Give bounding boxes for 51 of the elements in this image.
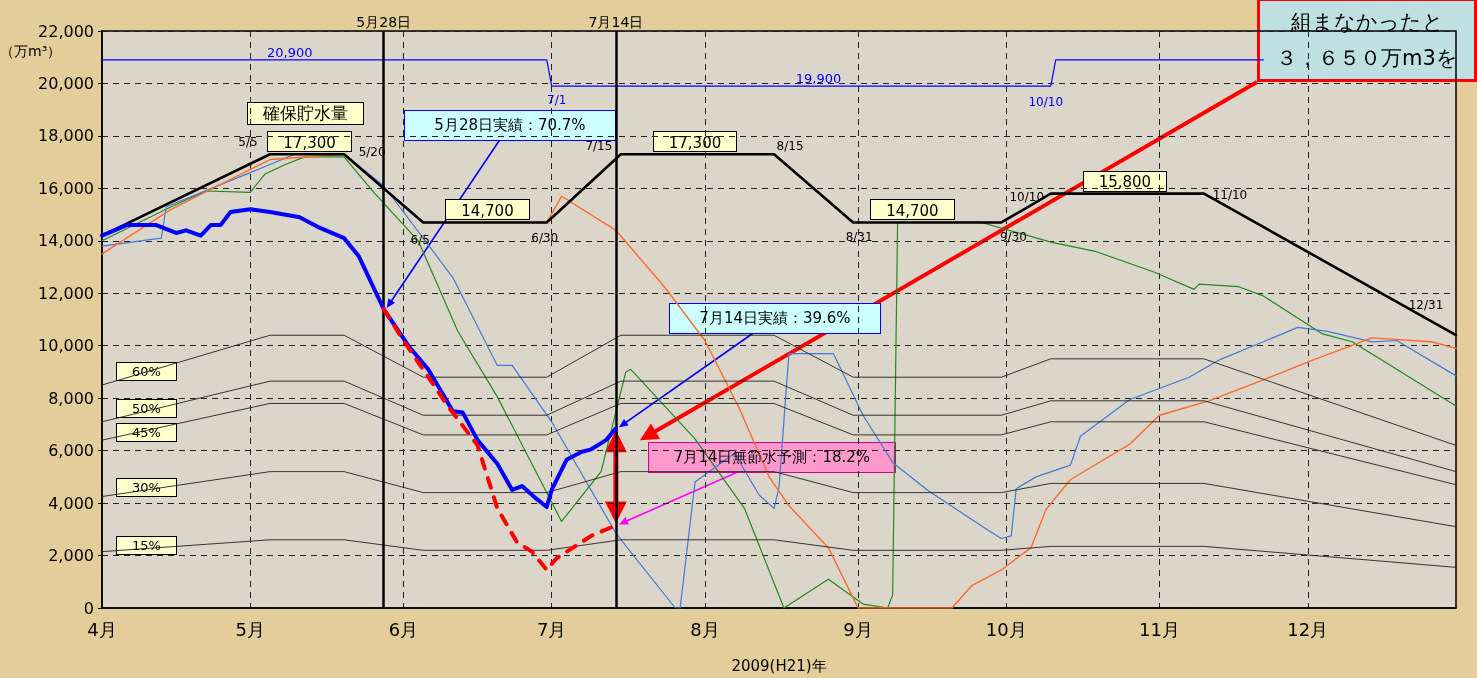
data-label: 17,300 <box>668 133 722 152</box>
annotation: 8/15 <box>776 139 804 154</box>
ref-line-label: 5月28日 <box>356 14 412 30</box>
y-tick-label: 4,000 <box>48 493 94 513</box>
y-axis-title: （万m³） <box>0 43 62 59</box>
x-tick-label: 7月 <box>536 618 567 640</box>
data-label: 19,900 <box>795 71 842 87</box>
y-tick-label: 2,000 <box>48 546 94 566</box>
y-tick-label: 6,000 <box>48 441 94 461</box>
annotation: 9/30 <box>999 230 1027 245</box>
y-tick-label: 20,000 <box>38 73 94 93</box>
x-tick-label: 4月 <box>87 618 117 640</box>
annotation: 7/15 <box>585 139 613 154</box>
annotation: 10/10 <box>1009 189 1045 204</box>
annotation: 45% <box>132 424 161 440</box>
annotation: ３，６５０万m3を <box>1276 46 1458 70</box>
annotation: 30% <box>132 479 161 495</box>
x-tick-label: 11月 <box>1139 618 1180 640</box>
annotation: 15% <box>132 537 161 553</box>
annotation: 5/5 <box>238 135 258 150</box>
annotation: 7月14日実績：39.6% <box>699 309 851 327</box>
annotation: 確保貯水量 <box>261 103 348 123</box>
annotation: 11/10 <box>1212 187 1248 202</box>
x-tick-label: 9月 <box>843 618 873 640</box>
annotation: 12/31 <box>1408 298 1444 313</box>
x-tick-label: 8月 <box>690 618 720 640</box>
x-tick-label: 12月 <box>1287 618 1329 640</box>
y-tick-label: 12,000 <box>38 283 94 303</box>
y-tick-label: 14,000 <box>38 231 94 251</box>
annotation: 組まなかったと <box>1289 10 1444 34</box>
y-tick-label: 0 <box>83 598 94 618</box>
y-tick-label: 8,000 <box>48 388 94 408</box>
x-tick-label: 10月 <box>985 618 1027 640</box>
x-axis-title: 2009(H21)年 <box>731 656 827 675</box>
data-label: 20,900 <box>267 44 313 60</box>
y-tick-label: 18,000 <box>38 126 94 146</box>
y-tick-label: 22,000 <box>38 21 94 41</box>
x-tick-label: 5月 <box>235 618 265 640</box>
ref-line-label: 7月14日 <box>588 14 644 30</box>
data-label: 14,700 <box>461 201 514 220</box>
annotation: 7/1 <box>547 93 567 108</box>
y-tick-label: 16,000 <box>38 178 94 198</box>
annotation: 10/10 <box>1028 95 1064 110</box>
annotation: 8/31 <box>845 230 873 245</box>
annotation: 5月28日実績：70.7% <box>434 116 586 134</box>
data-label: 14,700 <box>886 201 939 220</box>
data-label: 17,300 <box>283 133 336 152</box>
x-tick-label: 6月 <box>388 618 419 640</box>
annotation: 50% <box>132 401 161 417</box>
y-tick-label: 10,000 <box>38 336 94 356</box>
data-label: 15,800 <box>1098 173 1152 192</box>
